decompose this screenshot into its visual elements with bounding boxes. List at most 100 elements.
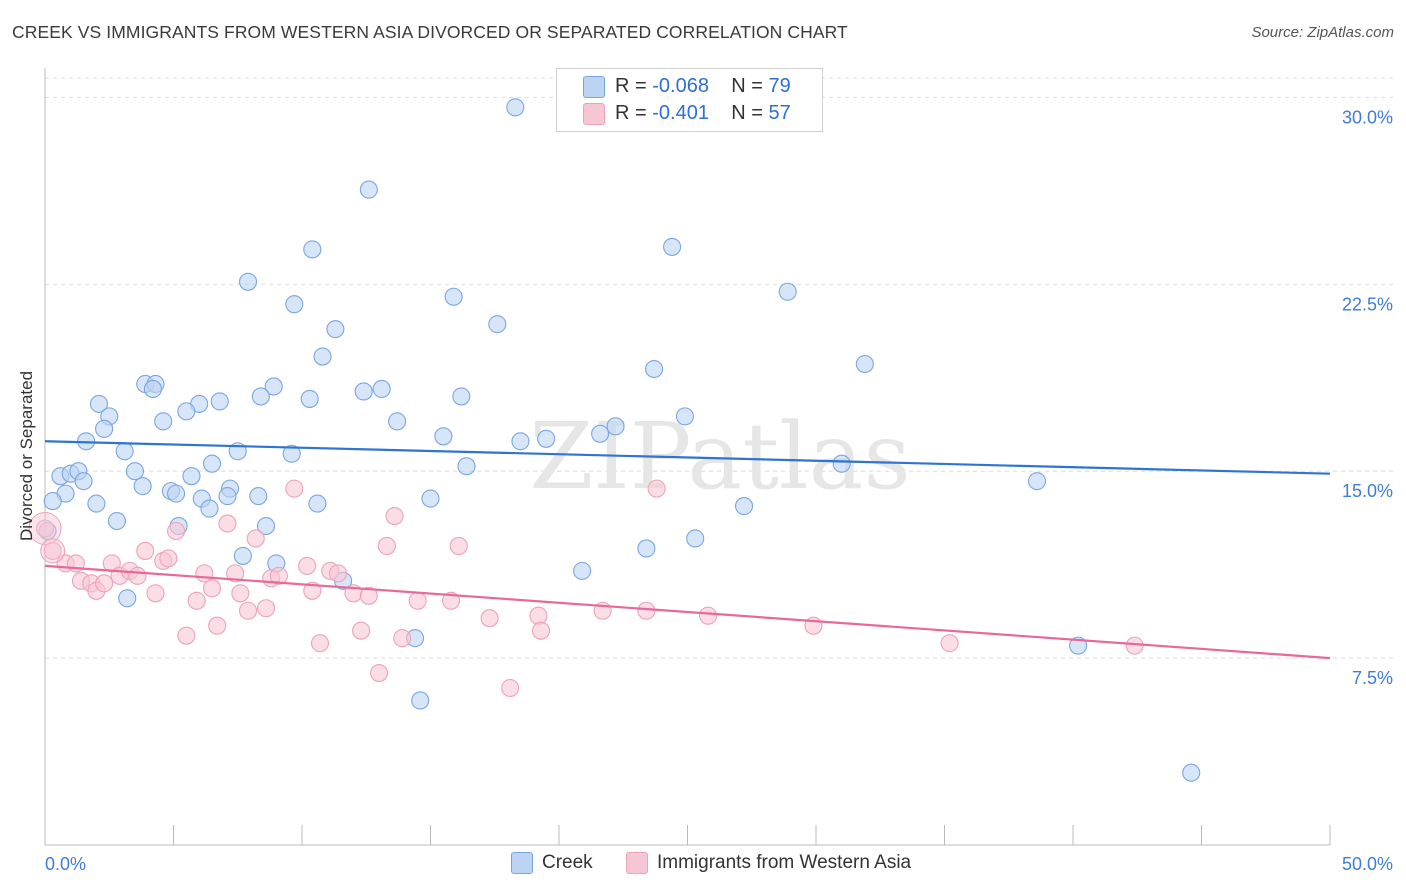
immigrants-point	[408, 591, 427, 610]
creek-point	[203, 454, 222, 473]
immigrants-swatch	[626, 852, 648, 874]
creek-point	[778, 282, 797, 301]
y-tick-labels: 7.5% 15.0% 22.5% 30.0%	[1342, 107, 1393, 688]
creek-point	[663, 237, 682, 256]
creek-point	[308, 494, 327, 513]
creek-point	[372, 379, 391, 399]
bottom-legend-label: Creek	[542, 852, 593, 873]
gridlines	[45, 77, 1393, 659]
y-tick-label: 15.0%	[1342, 481, 1393, 501]
immigrants-point	[269, 566, 288, 585]
immigrants-point	[40, 538, 66, 564]
creek-point	[444, 287, 463, 306]
legend-n-label: N =	[731, 75, 769, 97]
correlation-legend: R = -0.068 N = 79 R = -0.401 N = 57	[556, 68, 823, 132]
immigrants-point	[480, 609, 499, 628]
immigrants-point	[393, 629, 412, 648]
creek-point	[421, 489, 440, 508]
immigrants-point	[226, 564, 245, 583]
creek-point	[734, 497, 754, 516]
chart-title: CREEK VS IMMIGRANTS FROM WESTERN ASIA DI…	[12, 22, 848, 42]
creek-point	[637, 539, 656, 558]
creek-point	[143, 379, 162, 399]
bottom-legend-label: Immigrants from Western Asia	[657, 852, 912, 873]
creek-point	[154, 412, 173, 431]
axes	[44, 68, 1331, 846]
immigrants-point	[298, 556, 317, 575]
immigrants-point	[310, 634, 330, 653]
immigrants-point	[208, 616, 227, 635]
creek-point	[300, 389, 319, 408]
legend-r-value: -0.401	[652, 102, 709, 124]
creek-point	[233, 546, 252, 565]
immigrants-point	[531, 621, 551, 640]
creek-point	[177, 402, 196, 421]
x-tick-labels: 0.0% 50.0%	[45, 854, 1393, 874]
immigrants-point	[359, 586, 378, 605]
creek-trend-line	[44, 440, 1331, 475]
legend-n-label: N =	[731, 102, 769, 124]
trend-lines	[44, 440, 1331, 660]
creek-swatch	[511, 852, 533, 874]
immigrants-point	[385, 506, 404, 526]
creek-point	[125, 462, 144, 481]
creek-point	[359, 180, 378, 199]
creek-point	[282, 444, 301, 463]
immigrants-point	[501, 678, 520, 698]
creek-point	[488, 315, 507, 334]
creek-point	[645, 359, 664, 379]
immigrants-trend-line	[44, 564, 1331, 660]
creek-point	[256, 516, 276, 536]
creek-point	[74, 472, 93, 491]
immigrants-point	[136, 541, 155, 560]
creek-point	[1182, 763, 1201, 782]
creek-point	[606, 417, 625, 436]
creek-point	[115, 442, 134, 461]
immigrants-point	[128, 566, 147, 585]
immigrants-swatch	[583, 103, 605, 125]
creek-point	[251, 387, 270, 406]
legend-r-label: R =	[615, 75, 653, 97]
creek-point	[182, 467, 201, 486]
creek-point	[218, 487, 237, 506]
immigrants-point	[303, 581, 322, 600]
creek-point	[591, 424, 610, 443]
immigrants-point	[370, 663, 389, 683]
creek-point	[354, 382, 373, 401]
immigrants-point	[203, 579, 222, 598]
immigrants-point	[352, 621, 371, 640]
creek-point	[238, 272, 258, 291]
immigrants-point	[187, 591, 206, 610]
immigrants-point	[529, 606, 548, 625]
immigrants-points	[28, 479, 1144, 698]
creek-points	[38, 98, 1201, 782]
creek-point	[200, 499, 219, 518]
creek-swatch	[583, 76, 605, 98]
creek-point	[675, 407, 694, 426]
immigrants-point	[246, 529, 265, 548]
y-tick-label: 30.0%	[1342, 107, 1393, 127]
immigrants-point	[940, 634, 959, 653]
creek-point	[457, 457, 476, 476]
creek-point	[452, 387, 471, 406]
creek-point	[411, 691, 430, 710]
immigrants-point	[647, 479, 666, 498]
legend-n-value: 57	[768, 102, 791, 124]
chart-source: Source: ZipAtlas.com	[1251, 24, 1394, 41]
watermark: ZIPatlas	[529, 403, 910, 510]
creek-point	[89, 394, 109, 413]
creek-point	[133, 477, 152, 496]
immigrants-point	[159, 549, 178, 568]
legend-r-value: -0.068	[652, 75, 709, 97]
creek-point	[167, 484, 186, 503]
y-tick-label: 7.5%	[1352, 668, 1393, 688]
y-axis-label: Divorced or Separated	[17, 370, 36, 542]
immigrants-point	[28, 512, 62, 546]
immigrants-point	[231, 584, 250, 603]
immigrants-point	[35, 519, 55, 538]
immigrants-point	[167, 521, 186, 541]
creek-point	[1027, 472, 1047, 491]
legend-r-label: R =	[615, 102, 653, 124]
immigrants-point	[1125, 636, 1144, 655]
